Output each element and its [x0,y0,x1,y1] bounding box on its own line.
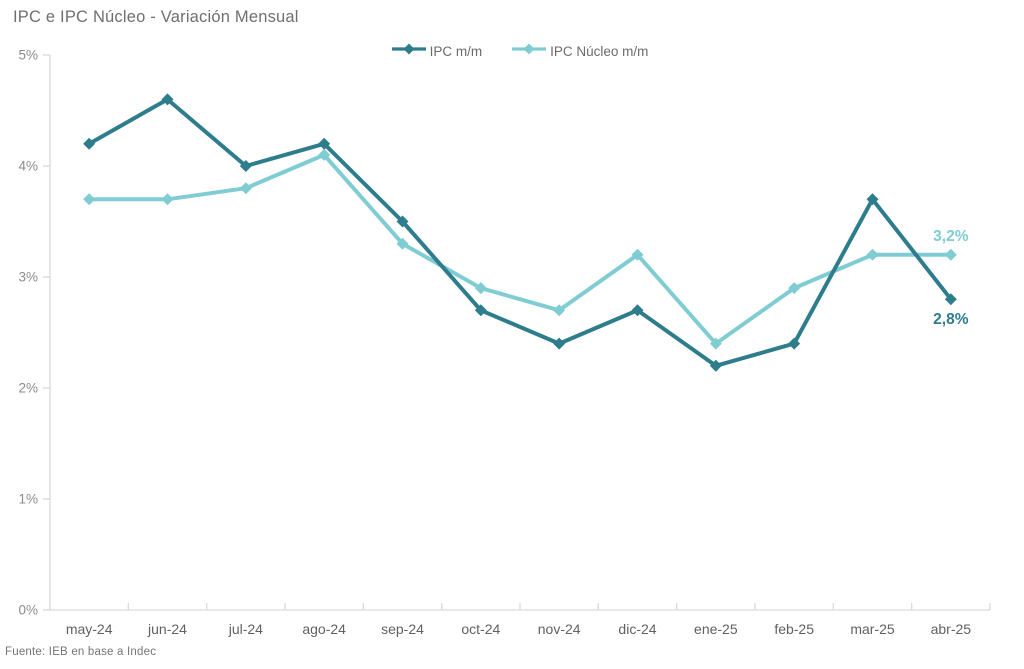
ipc-marker [161,93,174,106]
ipc-end-label: 2,8% [933,311,969,328]
legend-item-nucleo: IPC Núcleo m/m [512,42,648,60]
ipc-marker [396,215,409,228]
nucleo-line [87,152,953,346]
y-tick-label: 0% [18,603,38,618]
ipc-marker [553,337,566,350]
y-tick-label: 5% [18,48,38,63]
ipc-line [87,97,953,368]
nucleo-marker [944,248,957,261]
legend-label-nucleo: IPC Núcleo m/m [550,43,649,59]
x-tick-label: jun-24 [147,621,187,637]
nucleo-marker [239,182,252,195]
nucleo-marker [866,248,879,261]
legend-item-ipc: IPC m/m [391,42,483,60]
y-tick-label: 2% [18,381,38,396]
x-tick-label: dic-24 [618,621,656,637]
y-tick-label: 3% [18,270,38,285]
x-tick-label: oct-24 [461,621,500,637]
legend-marker-ipc-icon [391,42,426,60]
chart-title: IPC e IPC Núcleo - Variación Mensual [13,8,299,26]
nucleo-marker [631,248,644,261]
nucleo-marker [318,148,331,161]
nucleo-marker [709,337,722,350]
x-tick-label: nov-24 [538,621,581,637]
x-tick-label: abr-25 [931,621,972,637]
y-tick-label: 4% [18,159,38,174]
x-tick-label: mar-25 [850,621,895,637]
nucleo-marker [161,193,174,206]
x-tick-label: sep-24 [381,621,424,637]
ipc-marker [474,304,487,317]
ipc-marker [944,293,957,306]
x-tick-label: may-24 [66,621,113,637]
legend: IPC m/m IPC Núcleo m/m [8,42,1024,60]
nucleo-marker [788,282,801,295]
x-tick-label: ene-25 [694,621,738,637]
source-note: Fuente: IEB en base a Indec [5,646,157,658]
ipc-marker [866,193,879,206]
x-tick-label: feb-25 [774,621,814,637]
ipc-marker [318,137,331,150]
ipc-marker [631,304,644,317]
nucleo-marker [396,237,409,250]
nucleo-marker [83,193,96,206]
ipc-marker [788,337,801,350]
ipc-marker [709,359,722,372]
nucleo-marker [474,282,487,295]
ipc-marker [83,137,96,150]
x-tick-label: ago-24 [302,621,346,637]
legend-label-ipc: IPC m/m [429,43,483,59]
ipc-marker [239,160,252,172]
x-tick-label: jul-24 [228,621,263,637]
y-tick-label: 1% [18,492,38,507]
legend-marker-nucleo-icon [512,42,547,60]
nucleo-marker [553,304,566,317]
nucleo-end-label: 3,2% [933,228,969,245]
